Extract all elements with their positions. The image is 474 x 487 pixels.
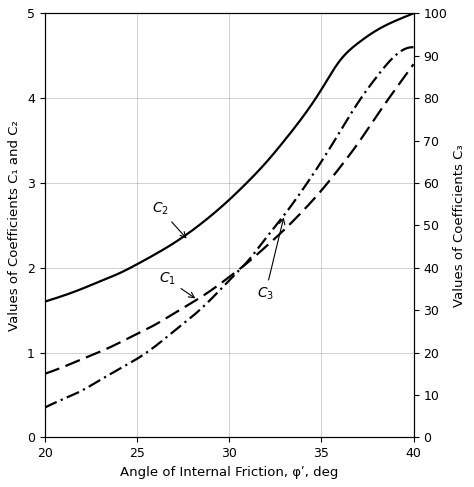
- Text: $C_2$: $C_2$: [152, 201, 186, 238]
- Y-axis label: Values of Coefficients C₁ and C₂: Values of Coefficients C₁ and C₂: [9, 120, 21, 331]
- X-axis label: Angle of Internal Friction, φʹ, deg: Angle of Internal Friction, φʹ, deg: [120, 466, 338, 479]
- Text: $C_1$: $C_1$: [159, 271, 194, 298]
- Text: $C_3$: $C_3$: [257, 219, 285, 302]
- Y-axis label: Values of Coefficients C₃: Values of Coefficients C₃: [453, 144, 465, 307]
